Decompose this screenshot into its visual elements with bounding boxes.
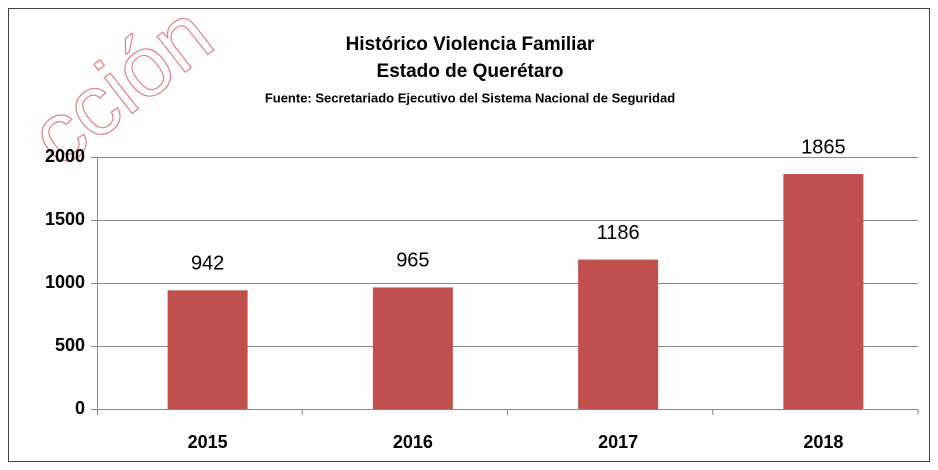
bar xyxy=(372,287,453,409)
bar xyxy=(783,174,864,409)
value-label: 1186 xyxy=(597,222,640,244)
x-tick-label: 2016 xyxy=(393,432,433,452)
y-tick-label: 1000 xyxy=(45,272,85,292)
x-tick-label: 2015 xyxy=(188,432,228,452)
x-tick-label: 2018 xyxy=(803,432,843,452)
bar xyxy=(167,290,248,409)
chart-subtitle: Estado de Querétaro xyxy=(377,61,564,82)
y-tick-label: 1500 xyxy=(45,209,85,229)
value-label: 965 xyxy=(396,250,429,272)
y-tick-label: 500 xyxy=(55,335,85,355)
bar xyxy=(578,259,659,409)
value-label: 942 xyxy=(191,253,224,275)
chart-title: Histórico Violencia Familiar xyxy=(346,34,595,55)
x-tick-label: 2017 xyxy=(598,432,638,452)
chart-source: Fuente: Secretariado Ejecutivo del Siste… xyxy=(265,90,675,105)
y-tick-label: 2000 xyxy=(45,146,85,166)
y-tick-label: 0 xyxy=(75,398,85,418)
chart-border xyxy=(8,8,930,462)
value-label: 1865 xyxy=(801,136,846,158)
